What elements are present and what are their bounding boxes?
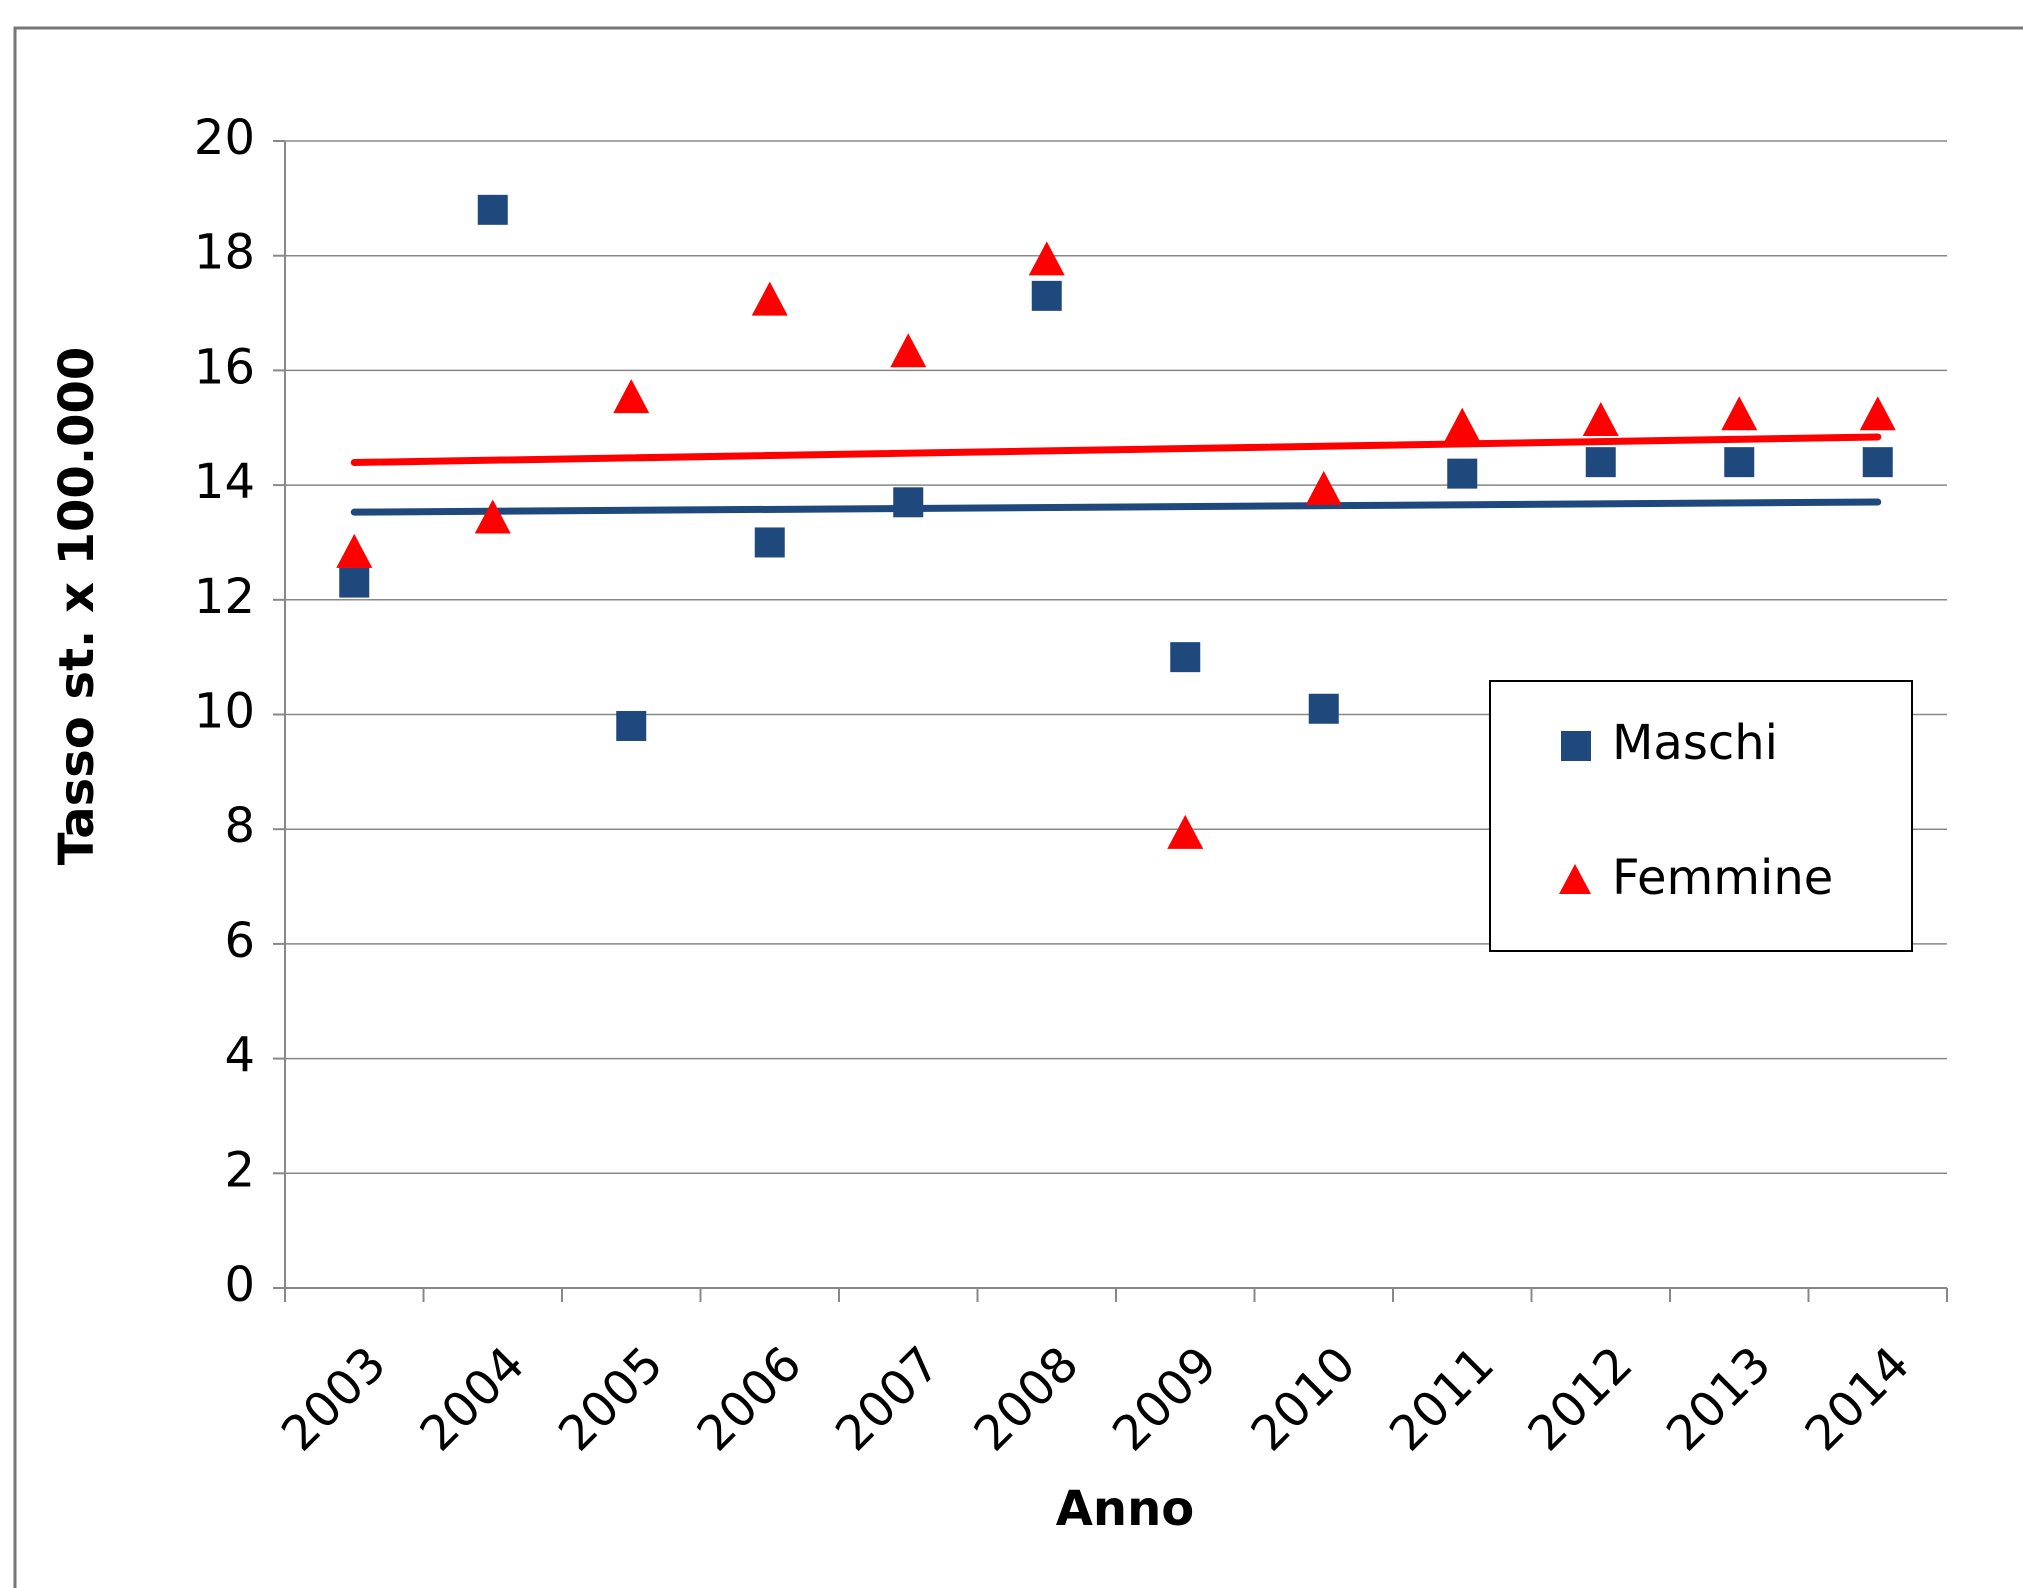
triangle-marker xyxy=(336,533,373,568)
x-tick-label: 2013 xyxy=(1656,1336,1782,1462)
x-tick-label: 2003 xyxy=(271,1336,397,1462)
triangle-marker xyxy=(890,333,927,368)
triangle-marker xyxy=(474,499,511,534)
square-marker xyxy=(893,487,924,518)
x-tick-label: 2007 xyxy=(825,1336,951,1462)
legend-marker xyxy=(1559,864,1591,894)
y-tick-label: 18 xyxy=(194,225,255,281)
square-marker xyxy=(1031,280,1062,311)
square-marker xyxy=(477,194,508,225)
x-tick-label: 2014 xyxy=(1794,1336,1920,1462)
square-marker xyxy=(1862,447,1893,478)
legend-box xyxy=(1489,680,1913,952)
square-marker xyxy=(754,527,785,558)
trendline xyxy=(350,498,1882,516)
square-marker xyxy=(1585,447,1616,478)
x-tick-label: 2004 xyxy=(409,1336,535,1462)
x-tick-label: 2009 xyxy=(1102,1336,1228,1462)
x-tick-label: 2010 xyxy=(1240,1336,1366,1462)
y-tick-label: 8 xyxy=(224,798,255,854)
trendline xyxy=(350,433,1882,467)
triangle-marker xyxy=(1305,470,1342,505)
triangle-marker xyxy=(1444,407,1481,442)
legend-label: Femmine xyxy=(1612,850,1833,906)
y-tick-label: 14 xyxy=(194,454,255,510)
triangle-marker xyxy=(1167,814,1204,849)
triangle-marker xyxy=(751,281,788,316)
x-tick-label: 2006 xyxy=(686,1336,812,1462)
x-tick-label: 2012 xyxy=(1517,1336,1643,1462)
y-tick-label: 0 xyxy=(224,1257,255,1313)
y-tick-label: 6 xyxy=(224,913,255,969)
square-marker xyxy=(1724,447,1755,478)
y-tick-label: 10 xyxy=(194,684,255,740)
square-marker xyxy=(339,567,370,598)
triangle-marker xyxy=(1859,396,1896,431)
legend-label: Maschi xyxy=(1612,715,1778,771)
chart-border xyxy=(13,26,2023,1588)
triangle-marker xyxy=(613,379,650,414)
square-marker xyxy=(1447,458,1478,489)
y-tick-label: 12 xyxy=(194,569,255,625)
triangle-marker xyxy=(1582,402,1619,437)
square-marker xyxy=(1308,693,1339,724)
y-tick-label: 4 xyxy=(224,1028,255,1084)
triangle-marker xyxy=(1028,241,1065,276)
x-tick-label: 2011 xyxy=(1379,1336,1505,1462)
x-tick-label: 2005 xyxy=(548,1336,674,1462)
square-marker xyxy=(616,710,647,741)
y-tick-label: 2 xyxy=(224,1142,255,1198)
triangle-marker xyxy=(1721,396,1758,431)
y-tick-label: 20 xyxy=(194,110,255,166)
x-axis-title: Anno xyxy=(1056,1481,1194,1537)
x-tick-label: 2008 xyxy=(963,1336,1089,1462)
y-axis-title: Tasso st. x 100.000 xyxy=(49,347,105,866)
legend-marker xyxy=(1561,731,1591,761)
y-tick-label: 16 xyxy=(194,339,255,395)
square-marker xyxy=(1170,642,1201,673)
